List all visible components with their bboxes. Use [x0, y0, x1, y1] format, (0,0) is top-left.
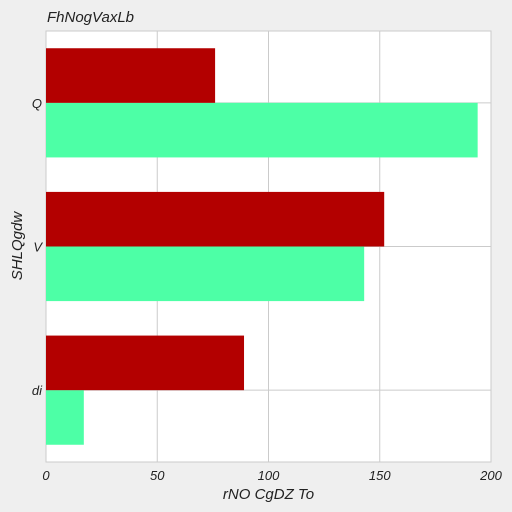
y-tick-label: Q [32, 96, 42, 111]
bar-di-series-1 [46, 390, 84, 445]
x-tick-label: 150 [369, 468, 391, 483]
chart-title: FhNogVaxLb [47, 9, 134, 26]
y-tick-label: V [33, 240, 43, 255]
x-tick-label: 100 [258, 468, 280, 483]
bar-q-series-2 [46, 48, 216, 103]
bar-q-series-1 [46, 102, 478, 158]
tick-labels: 0 50 100 150 200 di V Q [32, 96, 503, 483]
bars [46, 48, 478, 445]
x-tick-label: 0 [42, 468, 50, 483]
y-axis-label: SHLQgdw [9, 211, 26, 281]
bar-v-series-2 [46, 191, 385, 247]
y-tick-label: di [32, 383, 43, 398]
x-tick-label: 50 [150, 468, 165, 483]
x-tick-label: 200 [479, 468, 502, 483]
x-axis-label: rNO CgDZ To [223, 486, 314, 503]
bar-di-series-2 [46, 335, 245, 391]
bar-v-series-1 [46, 246, 365, 302]
